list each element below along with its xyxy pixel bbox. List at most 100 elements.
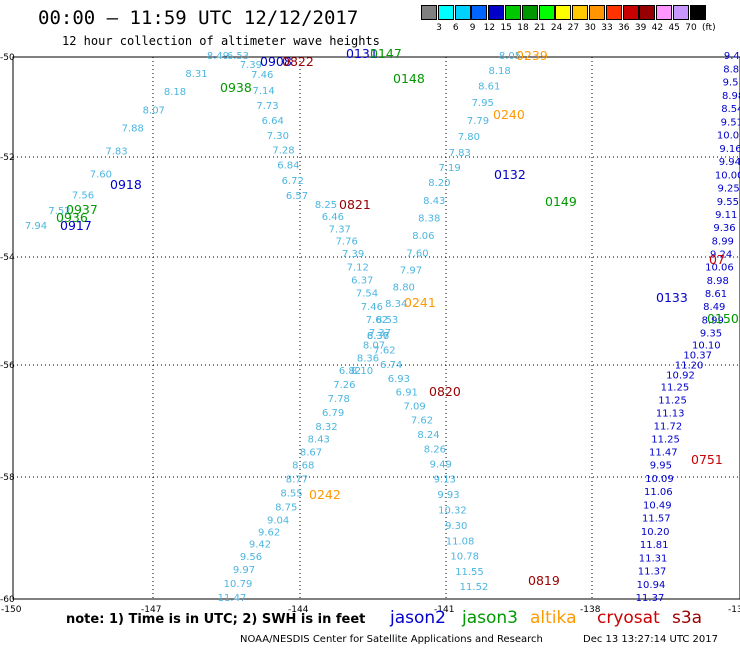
swh-value: 11.57 — [642, 514, 671, 525]
swh-value: 10.06 — [705, 263, 734, 274]
scale-swatch — [521, 5, 538, 20]
swh-value: 9.35 — [700, 329, 722, 340]
swh-value: 7.14 — [252, 86, 274, 97]
pass-time-label: 0751 — [691, 452, 723, 467]
pass-time-label: 0241 — [404, 295, 436, 310]
swh-value: 8.43 — [423, 196, 445, 207]
swh-value: 10.00 — [715, 170, 740, 181]
swh-value: 11.31 — [639, 553, 668, 564]
pass-time-label: 0937 — [66, 202, 98, 217]
swh-value: 11.72 — [654, 422, 683, 433]
scale-swatch — [555, 5, 572, 20]
axis-tick-lon: -150 — [1, 605, 22, 615]
swh-value: 8.98 — [722, 91, 740, 102]
pass-time-label: 0147 — [370, 46, 402, 61]
footer-timestamp: Dec 13 13:27:14 UTC 2017 — [583, 634, 718, 645]
scale-swatch — [589, 5, 605, 20]
scale-label: 45 — [668, 23, 680, 33]
swh-value: 7.12 — [347, 262, 369, 273]
swh-value: 8.75 — [275, 503, 297, 514]
scale-label: 6 — [452, 23, 459, 33]
swh-value: 7.78 — [328, 394, 350, 405]
scale-label: 18 — [517, 23, 529, 33]
swh-value: 6.74 — [380, 360, 402, 371]
footer-credit: NOAA/NESDIS Center for Satellite Applica… — [240, 634, 543, 645]
swh-value: 9.24 — [710, 250, 732, 261]
swh-value: 9.36 — [713, 223, 735, 234]
swh-value: 8.20 — [428, 178, 450, 189]
scale-label: 30 — [584, 23, 596, 33]
swh-value: 10.10 — [692, 340, 721, 351]
swh-value: 8.43 — [308, 435, 330, 446]
swh-value: 11.47 — [218, 593, 247, 604]
swh-value: 9.49 — [430, 459, 452, 470]
swh-value: 10.78 — [450, 552, 479, 563]
axis-tick-lon: -141 — [434, 605, 454, 615]
scale-swatch — [505, 5, 521, 20]
scale-swatch — [622, 5, 639, 20]
scale-swatch — [421, 5, 437, 20]
swh-value: 9.97 — [233, 565, 255, 576]
swh-value: 7.60 — [90, 170, 112, 181]
scale-swatch — [656, 5, 673, 20]
axis-tick-lat: -54 — [0, 253, 15, 263]
swh-value: 7.79 — [467, 116, 489, 127]
pass-time-label: 0936 — [56, 210, 88, 225]
swh-value: 9.95 — [650, 461, 672, 472]
swh-value: 8.67 — [300, 448, 322, 459]
swh-value: 8.25 — [315, 200, 337, 211]
swh-value: 9.11 — [715, 210, 737, 221]
swh-value: 8.07 — [143, 105, 165, 116]
map-subtitle: 12 hour collection of altimeter wave hei… — [62, 34, 380, 48]
swh-value: 11.08 — [446, 536, 475, 547]
axis-tick-lon: -147 — [141, 605, 161, 615]
swh-value: 11.25 — [658, 395, 687, 406]
map-title: 00:00 – 11:59 UTC 12/12/2017 — [38, 7, 359, 29]
swh-value: 6.64 — [262, 116, 284, 127]
swh-value: 7.39 — [342, 249, 364, 260]
swh-value: 8.18 — [164, 87, 186, 98]
swh-value: 7.28 — [272, 146, 294, 157]
pass-time-label: 0822 — [282, 54, 314, 69]
swh-value: 11.81 — [640, 540, 669, 551]
swh-value: 6.46 — [322, 212, 344, 223]
swh-value: 6.36 — [367, 331, 389, 342]
swh-value: 8.07 — [363, 341, 385, 352]
axis-tick-lat: -56 — [0, 361, 15, 371]
swh-value: 11.47 — [649, 448, 678, 459]
swh-value: 11.55 — [455, 567, 484, 578]
scale-swatch — [605, 5, 622, 20]
scale-label: 70 — [685, 23, 697, 33]
swh-value: 9.30 — [445, 521, 467, 532]
pass-time-label: 0133 — [656, 290, 688, 305]
axis-tick-lat: -50 — [0, 53, 15, 63]
swh-value: 9.93 — [437, 490, 459, 501]
swh-value: 6.72 — [282, 176, 304, 187]
swh-value: 11.37 — [638, 567, 667, 578]
pass-time-label: 0908 — [260, 54, 292, 69]
scale-label: 33 — [601, 23, 613, 33]
swh-value: 7.37 — [369, 328, 391, 339]
pass-time-label: 0821 — [339, 197, 371, 212]
axis-tick-lat: -60 — [0, 595, 15, 605]
swh-value: 8.49 — [703, 302, 725, 313]
swh-value: 8.34 — [385, 299, 407, 310]
pass-time-label: 0242 — [309, 487, 341, 502]
swh-value: 8.10 — [351, 366, 373, 377]
swh-value: 8.98 — [707, 276, 729, 287]
swh-value: 7.19 — [438, 163, 460, 174]
swh-value: 7.62 — [366, 315, 388, 326]
scale-swatch — [673, 5, 689, 20]
swh-value: 8.99 — [702, 315, 724, 326]
axis-tick-lon: -138 — [580, 605, 601, 615]
pass-time-label: 0917 — [60, 218, 92, 233]
pass-time-label: 0918 — [110, 177, 142, 192]
swh-value: 10.09 — [645, 474, 674, 485]
swh-value: 7.09 — [403, 402, 425, 413]
swh-value: 6.57 — [286, 191, 308, 202]
swh-value: 9.13 — [434, 475, 456, 486]
swh-value: 7.76 — [336, 237, 358, 248]
pass-time-label: 0819 — [528, 573, 560, 588]
swh-value: 11.25 — [651, 435, 680, 446]
units-note: note: 1) Time is in UTC; 2) SWH is in fe… — [66, 612, 366, 627]
